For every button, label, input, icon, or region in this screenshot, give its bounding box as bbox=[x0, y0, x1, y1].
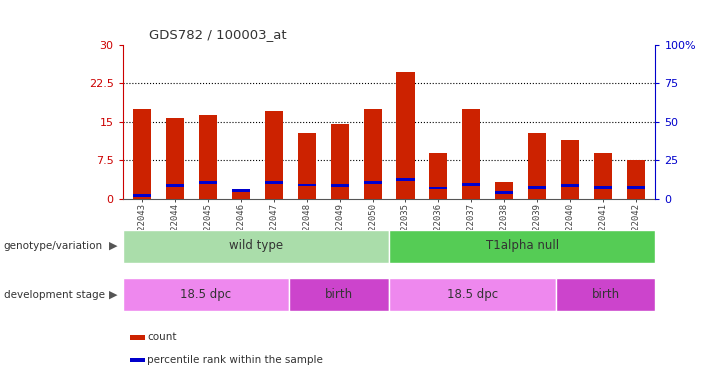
Bar bbox=[364, 109, 381, 199]
Text: T1alpha null: T1alpha null bbox=[486, 240, 559, 252]
Text: count: count bbox=[147, 333, 177, 342]
Bar bbox=[397, 178, 414, 181]
Text: GDS782 / 100003_at: GDS782 / 100003_at bbox=[149, 28, 287, 41]
Bar bbox=[331, 184, 349, 187]
Bar bbox=[265, 181, 283, 184]
Bar bbox=[166, 118, 184, 199]
Text: birth: birth bbox=[325, 288, 353, 301]
Bar bbox=[232, 189, 250, 192]
Bar bbox=[429, 187, 447, 189]
Bar bbox=[556, 278, 655, 311]
Bar bbox=[528, 186, 546, 189]
Bar bbox=[298, 133, 316, 199]
Text: 18.5 dpc: 18.5 dpc bbox=[180, 288, 231, 301]
Text: ▶: ▶ bbox=[109, 290, 118, 300]
Bar bbox=[462, 183, 480, 186]
Bar bbox=[199, 115, 217, 199]
Bar bbox=[462, 109, 480, 199]
Bar bbox=[123, 278, 290, 311]
Text: birth: birth bbox=[592, 288, 620, 301]
Bar bbox=[561, 184, 579, 187]
Text: percentile rank within the sample: percentile rank within the sample bbox=[147, 355, 323, 365]
Text: ▶: ▶ bbox=[109, 241, 118, 251]
Bar bbox=[495, 191, 513, 194]
Text: genotype/variation: genotype/variation bbox=[4, 241, 102, 251]
Bar bbox=[232, 189, 250, 199]
Bar bbox=[166, 184, 184, 187]
Bar bbox=[528, 133, 546, 199]
Bar bbox=[561, 140, 579, 199]
Bar bbox=[627, 186, 645, 189]
Bar bbox=[594, 153, 612, 199]
Bar bbox=[389, 230, 655, 262]
Bar bbox=[627, 160, 645, 199]
Text: wild type: wild type bbox=[229, 240, 283, 252]
Bar bbox=[290, 278, 389, 311]
Bar bbox=[495, 182, 513, 199]
Bar bbox=[331, 124, 349, 199]
Bar bbox=[389, 278, 556, 311]
Bar bbox=[594, 186, 612, 189]
Bar bbox=[123, 230, 389, 262]
Bar bbox=[364, 181, 381, 184]
Bar bbox=[133, 109, 151, 199]
Bar bbox=[265, 111, 283, 199]
Bar bbox=[133, 194, 151, 197]
Bar bbox=[298, 183, 316, 186]
Bar bbox=[199, 181, 217, 184]
Bar bbox=[429, 153, 447, 199]
Bar bbox=[397, 72, 414, 199]
Text: development stage: development stage bbox=[4, 290, 104, 300]
Text: 18.5 dpc: 18.5 dpc bbox=[447, 288, 498, 301]
